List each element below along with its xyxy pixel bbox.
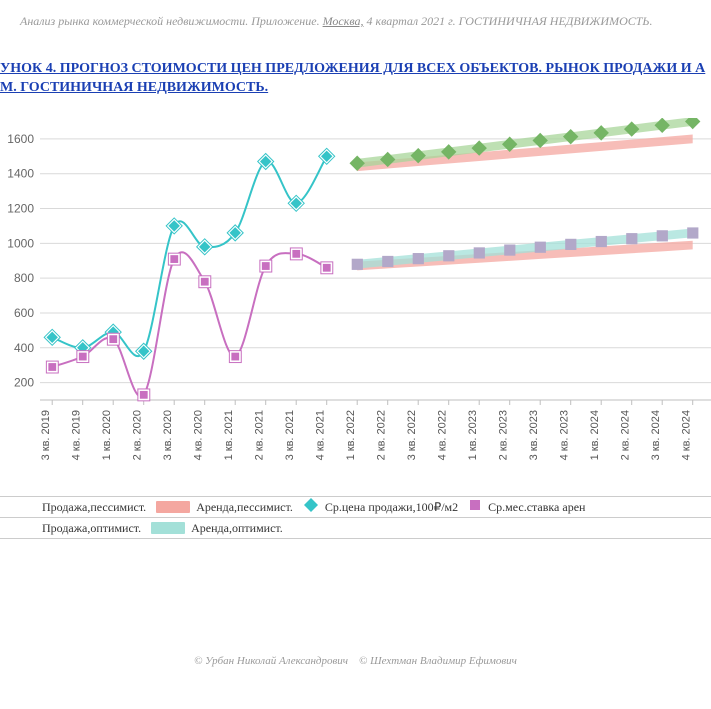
svg-text:1400: 1400 [7,167,34,181]
svg-text:2 кв. 2023: 2 кв. 2023 [498,410,510,460]
svg-text:1 кв. 2020: 1 кв. 2020 [101,410,113,460]
legend-label: Продажа,оптимист. [42,521,141,536]
legend: Продажа,пессимист. Аренда,пессимист. Ср.це… [0,496,711,539]
svg-text:400: 400 [14,341,34,355]
legend-swatch [156,501,190,513]
svg-text:1200: 1200 [7,202,34,216]
footer-author-1: © Урбан Николай Александрович [194,655,348,667]
footer-author-2: © Шехтман Владимир Ефимович [359,655,517,667]
figure-title-line2: М. ГОСТИНИЧНАЯ НЕДВИЖИМОСТЬ. [0,80,268,95]
svg-text:3 кв. 2024: 3 кв. 2024 [650,410,662,460]
legend-item: Аренда,оптимист. [151,521,293,536]
legend-label: Аренда,оптимист. [191,521,283,536]
svg-text:200: 200 [14,376,34,390]
svg-text:3 кв. 2021: 3 кв. 2021 [284,410,296,460]
page-footer: © Урбан Николай Александрович © Шехтман … [0,655,711,667]
svg-text:3 кв. 2022: 3 кв. 2022 [406,410,418,460]
svg-text:4 кв. 2019: 4 кв. 2019 [71,410,83,460]
svg-text:1 кв. 2023: 1 кв. 2023 [467,410,479,460]
svg-text:2 кв. 2022: 2 кв. 2022 [376,410,388,460]
legend-item: Ср.цена продажи,100₽/м2 [303,497,468,517]
svg-text:1 кв. 2021: 1 кв. 2021 [223,410,235,460]
legend-item: Продажа,пессимист. [2,500,156,515]
header-category: ГОСТИНИЧНАЯ НЕДВИЖИМОСТЬ. [459,14,653,28]
svg-text:4 кв. 2020: 4 кв. 2020 [193,410,205,460]
svg-text:4 кв. 2022: 4 кв. 2022 [437,410,449,460]
page: Анализ рынка коммерческой недвижимости. … [0,0,711,709]
legend-label: Продажа,пессимист. [42,500,146,515]
legend-label: Ср.цена продажи,100₽/м2 [325,500,458,515]
header-period: 4 квартал 2021 г. [366,14,458,28]
legend-item: Аренда,пессимист. [156,500,303,515]
chart-svg: 200 400 600 800 1000 1200 1400 1600 3 кв. 2019 4 … [0,118,711,488]
page-header: Анализ рынка коммерческой недвижимости. … [20,14,707,29]
legend-label: Ср.мес.ставка арен [488,500,585,515]
svg-text:600: 600 [14,306,34,320]
svg-text:3 кв. 2020: 3 кв. 2020 [162,410,174,460]
svg-text:2 кв. 2020: 2 кв. 2020 [132,410,144,460]
svg-text:3 кв. 2023: 3 кв. 2023 [528,410,540,460]
svg-text:4 кв. 2021: 4 кв. 2021 [315,410,327,460]
svg-text:4 кв. 2023: 4 кв. 2023 [559,410,571,460]
legend-marker-icon [303,497,319,517]
svg-text:1 кв. 2024: 1 кв. 2024 [589,410,601,460]
legend-item: Ср.мес.ставка арен [468,498,595,516]
legend-label: Аренда,пессимист. [196,500,293,515]
legend-item: Продажа,оптимист. [2,521,151,536]
svg-text:4 кв. 2024: 4 кв. 2024 [681,410,693,460]
svg-text:3 кв. 2019: 3 кв. 2019 [40,410,52,460]
svg-text:2 кв. 2021: 2 кв. 2021 [254,410,266,460]
legend-row-2: Продажа,оптимист. Аренда,оптимист. [0,517,711,539]
header-city: Москва, [323,14,364,28]
legend-row-1: Продажа,пессимист. Аренда,пессимист. Ср.це… [0,496,711,517]
svg-text:800: 800 [14,271,34,285]
legend-marker-icon [468,498,482,516]
svg-text:1 кв. 2022: 1 кв. 2022 [345,410,357,460]
svg-text:1000: 1000 [7,236,34,250]
legend-swatch [151,522,185,534]
svg-text:1600: 1600 [7,132,34,146]
chart: 200 400 600 800 1000 1200 1400 1600 3 кв. 2019 4 … [0,118,711,488]
figure-title-line1: УНОК 4. ПРОГНОЗ СТОИМОСТИ ЦЕН ПРЕДЛОЖЕНИ… [0,61,705,76]
svg-text:2 кв. 2024: 2 кв. 2024 [620,410,632,460]
header-prefix: Анализ рынка коммерческой недвижимости. … [20,14,323,28]
figure-title: УНОК 4. ПРОГНОЗ СТОИМОСТИ ЦЕН ПРЕДЛОЖЕНИ… [0,60,707,98]
